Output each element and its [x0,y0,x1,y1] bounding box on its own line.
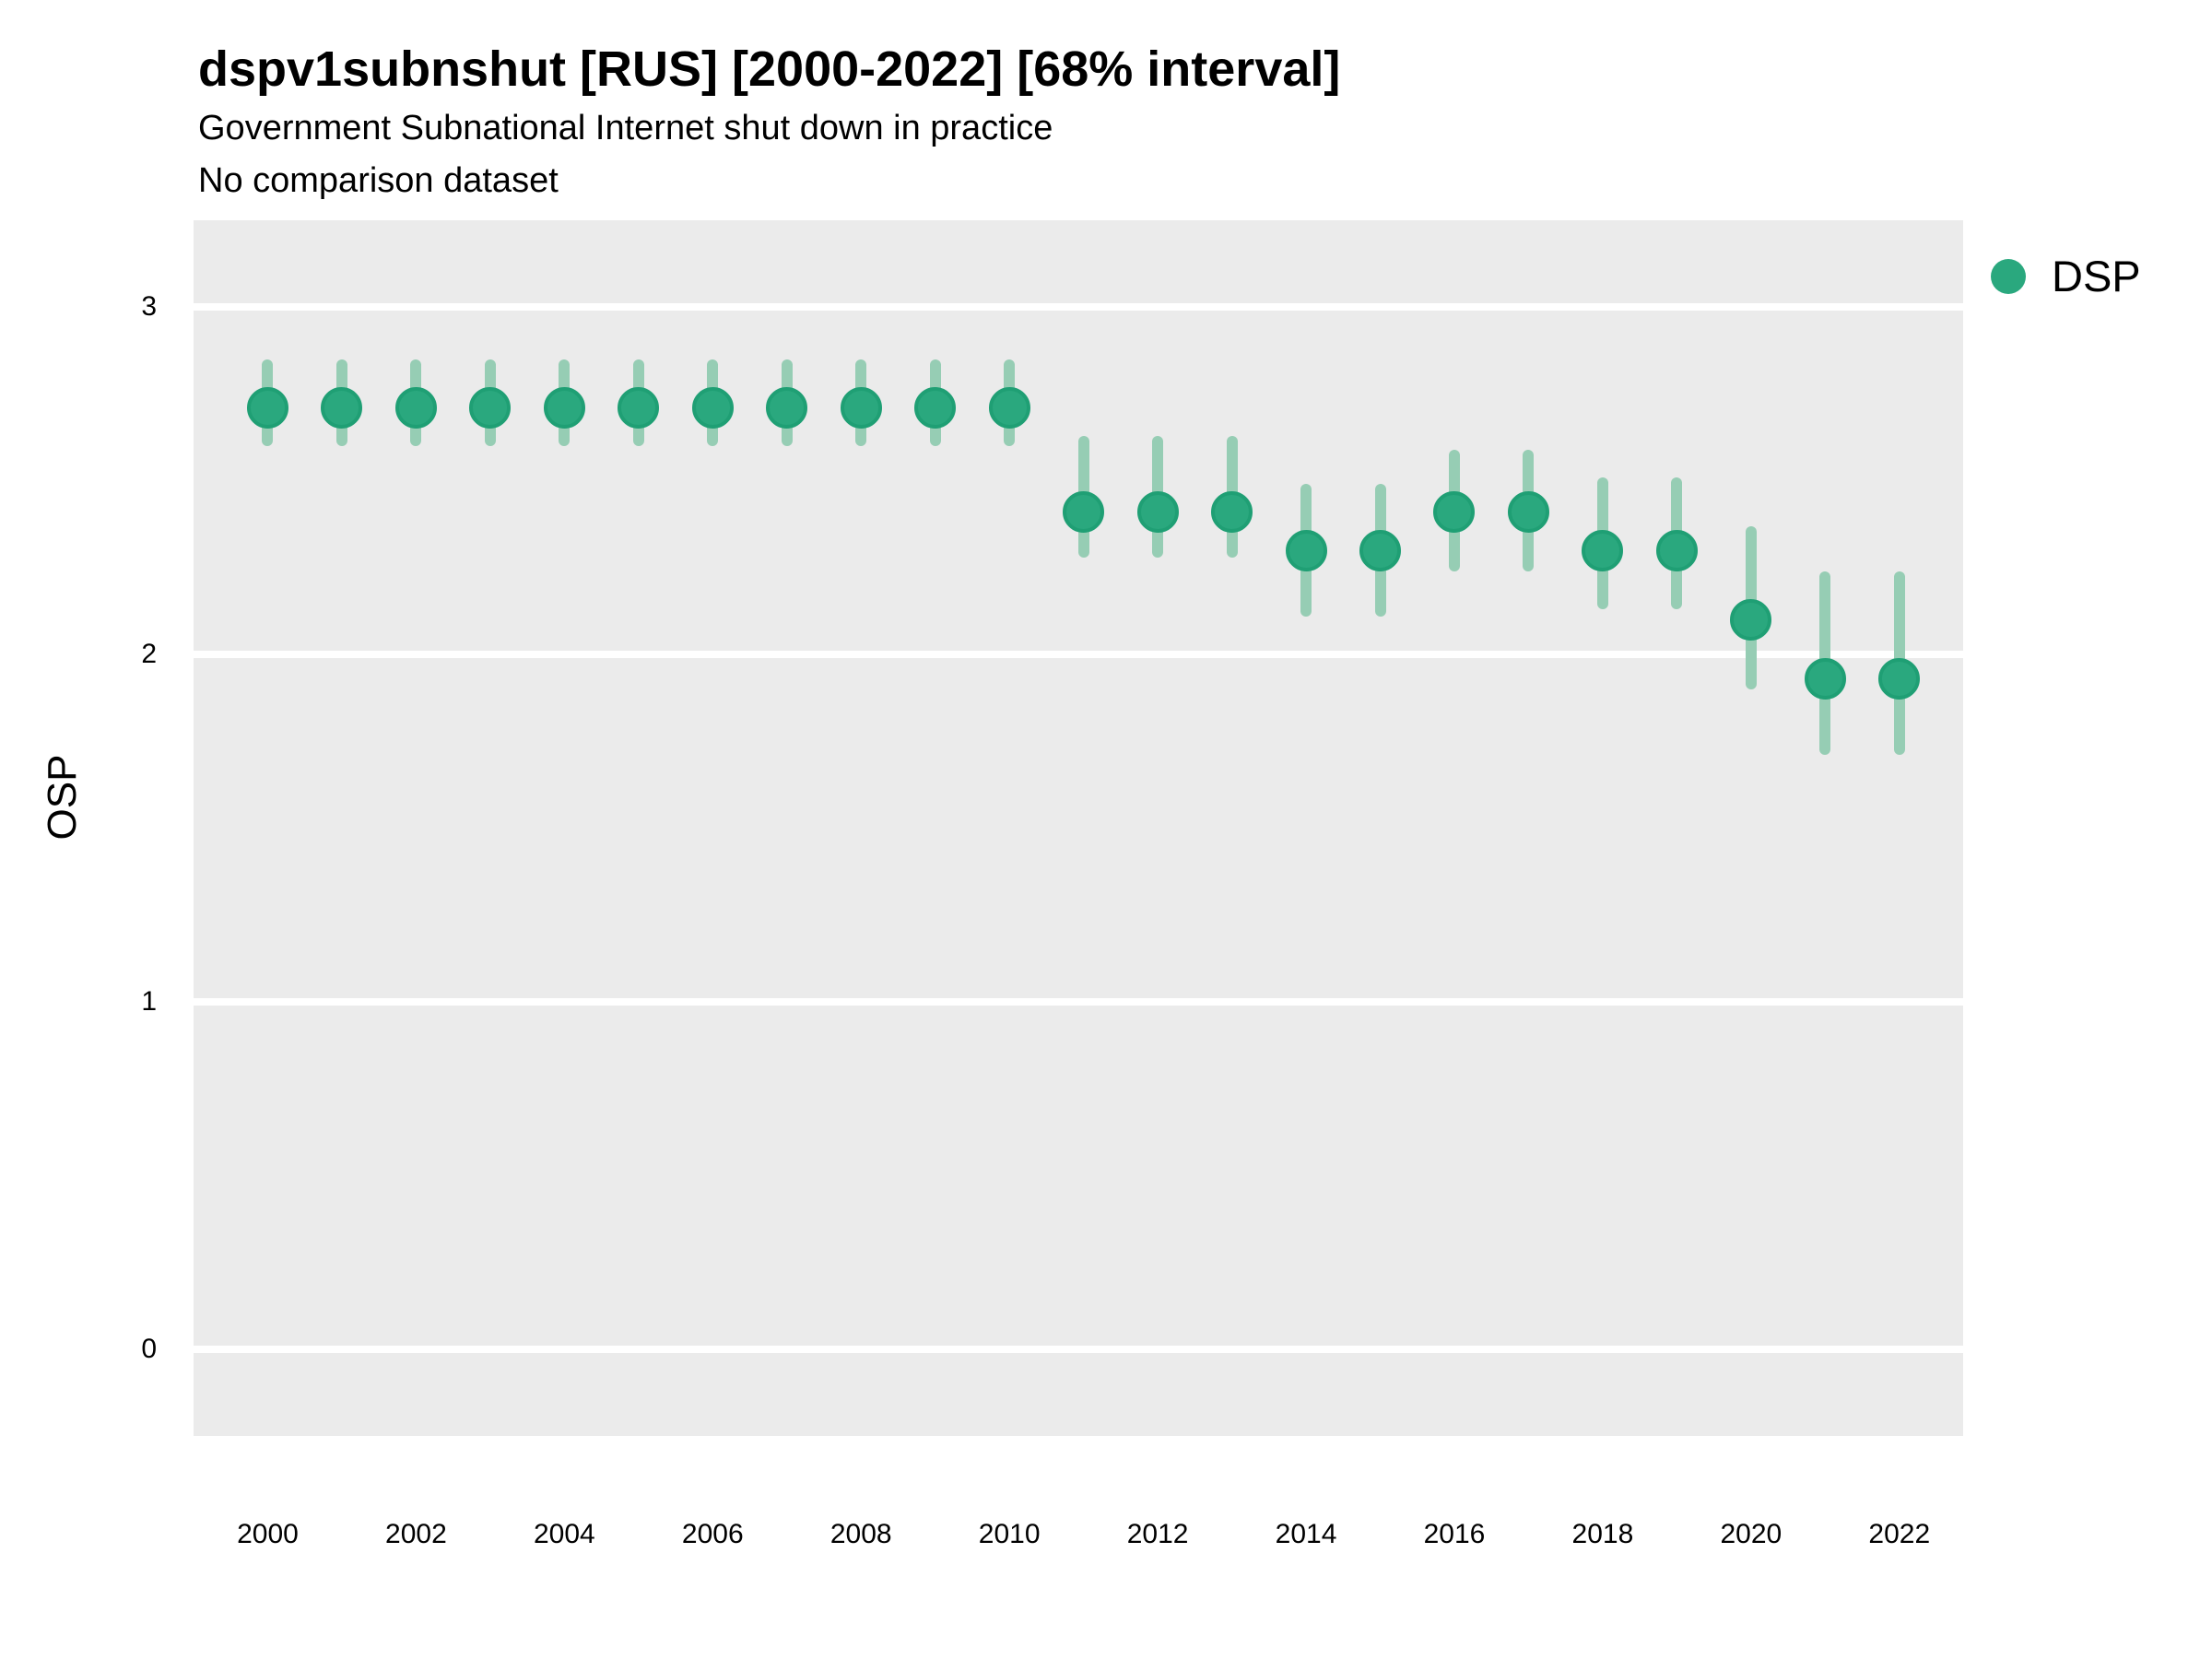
y-tick-label-3: 3 [141,291,157,323]
data-point-2010 [988,387,1030,429]
data-point-2011 [1063,491,1105,534]
data-point-2020 [1730,598,1772,641]
data-point-2004 [543,387,585,429]
y-axis-label: OSP [40,754,85,841]
x-tick-label-2012: 2012 [1126,1519,1189,1549]
data-point-2014 [1285,529,1327,571]
gridline-y-1 [194,997,1963,1006]
gridline-y-0 [194,1345,1963,1353]
legend-dsp-dot-icon [1991,258,2026,294]
x-tick-label-2002: 2002 [385,1519,447,1549]
gridline-y-3 [194,303,1963,312]
data-point-2017 [1507,491,1549,534]
data-point-2002 [394,387,437,429]
data-point-2006 [691,387,734,429]
chart-title: dspv1subnshut [RUS] [2000-2022] [68% int… [198,41,1341,97]
data-point-2021 [1804,657,1846,700]
data-point-2012 [1136,491,1179,534]
x-tick-label-2016: 2016 [1423,1519,1486,1549]
x-tick-label-2014: 2014 [1275,1519,1337,1549]
x-tick-label-2004: 2004 [533,1519,595,1549]
x-tick-label-2000: 2000 [237,1519,299,1549]
legend: DSP [1991,251,2141,301]
legend-label: DSP [2052,252,2141,300]
chart-note: No comparison dataset [198,161,559,200]
plot-panel [194,220,1963,1436]
data-point-2005 [618,387,660,429]
x-tick-label-2006: 2006 [681,1519,744,1549]
data-point-2022 [1878,657,1921,700]
y-tick-label-0: 0 [141,1333,157,1364]
x-tick-label-2010: 2010 [978,1519,1041,1549]
data-point-2000 [246,387,288,429]
data-point-2008 [840,387,882,429]
data-point-2018 [1582,529,1624,571]
data-point-2013 [1211,491,1253,534]
y-tick-label-2: 2 [141,639,157,670]
chart-subtitle: Government Subnational Internet shut dow… [198,109,1053,147]
data-point-2009 [914,387,957,429]
data-point-2003 [469,387,512,429]
x-tick-label-2018: 2018 [1571,1519,1634,1549]
x-tick-label-2020: 2020 [1720,1519,1783,1549]
x-tick-label-2008: 2008 [830,1519,892,1549]
data-point-2007 [766,387,808,429]
data-point-2016 [1433,491,1476,534]
data-point-2015 [1359,529,1401,571]
gridline-y-2 [194,651,1963,659]
data-point-2019 [1655,529,1698,571]
data-point-2001 [321,387,363,429]
y-tick-label-1: 1 [141,985,157,1017]
x-tick-label-2022: 2022 [1868,1519,1931,1549]
